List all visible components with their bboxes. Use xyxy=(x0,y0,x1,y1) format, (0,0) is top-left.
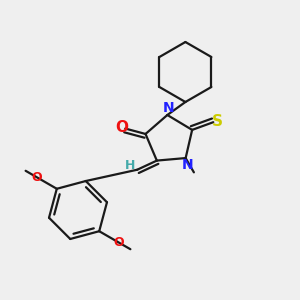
Text: O: O xyxy=(115,120,128,135)
Text: N: N xyxy=(162,101,174,116)
Text: H: H xyxy=(124,159,135,172)
Text: S: S xyxy=(212,114,223,129)
Text: O: O xyxy=(113,236,124,249)
Text: N: N xyxy=(182,158,194,172)
Text: O: O xyxy=(31,171,42,184)
